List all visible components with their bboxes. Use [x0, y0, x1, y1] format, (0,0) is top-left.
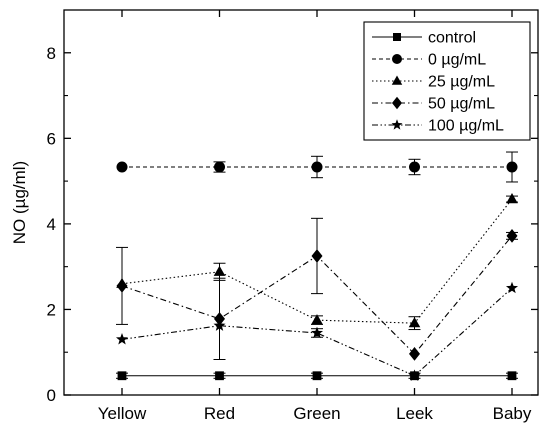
legend-label: 25 µg/mL: [428, 74, 495, 91]
data-point: [310, 326, 324, 339]
data-point: [506, 193, 518, 204]
y-tick-label: 4: [47, 215, 56, 234]
data-point: [408, 317, 421, 328]
data-point: [312, 371, 322, 381]
data-point: [409, 161, 420, 173]
y-tick-label: 0: [47, 386, 56, 405]
legend-entry-3: 50 µg/mL: [372, 96, 495, 113]
legend-marker: [392, 54, 402, 64]
legend-label: 50 µg/mL: [428, 96, 495, 113]
y-tick-label: 6: [47, 129, 56, 148]
data-point: [213, 265, 226, 276]
legend-marker: [391, 75, 403, 85]
data-point: [408, 369, 421, 381]
data-point: [116, 161, 128, 173]
legend-entry-1: 0 µg/mL: [372, 52, 486, 69]
data-point: [311, 161, 323, 173]
data-point: [215, 371, 224, 381]
data-point: [505, 281, 519, 294]
data-point: [117, 371, 127, 381]
data-point: [409, 347, 420, 361]
series-line: [121, 198, 513, 324]
data-point: [115, 333, 129, 345]
legend-marker: [392, 96, 402, 110]
legend-entry-2: 25 µg/mL: [372, 74, 495, 91]
data-point: [311, 314, 323, 325]
x-tick-label-green: Green: [293, 404, 340, 423]
y-tick-label: 2: [47, 300, 56, 319]
legend-entry-0: control: [372, 30, 476, 47]
data-point: [311, 249, 323, 263]
y-tick-label: 8: [47, 44, 56, 63]
axes: 0 2 4 6 8 Yellow Red Green Leek Baby NO (µg/ml): [10, 9, 539, 423]
series-3: [116, 217, 518, 361]
legend-box: [363, 21, 531, 141]
x-tick-label-leek: Leek: [396, 404, 433, 423]
x-tick-label-red: Red: [204, 404, 235, 423]
data-point: [116, 279, 128, 293]
legend-entry-4: 100 µg/mL: [372, 118, 504, 135]
legend-label: 0 µg/mL: [428, 52, 486, 69]
legend-marker: [393, 33, 401, 41]
data-point: [506, 161, 518, 173]
data-point: [213, 319, 226, 331]
series-0: [116, 371, 518, 381]
series-layer: [115, 151, 519, 381]
data-point: [214, 161, 225, 173]
data-point: [506, 228, 518, 243]
data-point: [507, 371, 517, 381]
legend: control 0 µg/mL 25 µg/mL 50 µg/mL 100 µg/mL: [363, 21, 531, 141]
data-point: [214, 311, 225, 326]
series-1: [116, 151, 518, 183]
x-tick-label-baby: Baby: [493, 404, 532, 423]
legend-label: 100 µg/mL: [428, 118, 504, 135]
y-axis-title: NO (µg/ml): [10, 161, 29, 244]
x-tick-label-yellow: Yellow: [98, 404, 147, 423]
series-4: [115, 281, 519, 381]
legend-marker: [391, 119, 403, 130]
legend-label: control: [428, 30, 476, 47]
plot-frame: [63, 9, 539, 396]
